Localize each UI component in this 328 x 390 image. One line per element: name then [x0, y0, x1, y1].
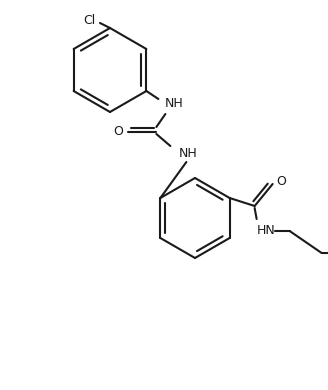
Text: O: O: [277, 176, 287, 188]
Text: O: O: [113, 126, 123, 138]
Text: NH: NH: [178, 147, 197, 161]
Text: Cl: Cl: [83, 14, 95, 28]
Text: NH: NH: [164, 98, 183, 110]
Text: HN: HN: [256, 225, 276, 238]
